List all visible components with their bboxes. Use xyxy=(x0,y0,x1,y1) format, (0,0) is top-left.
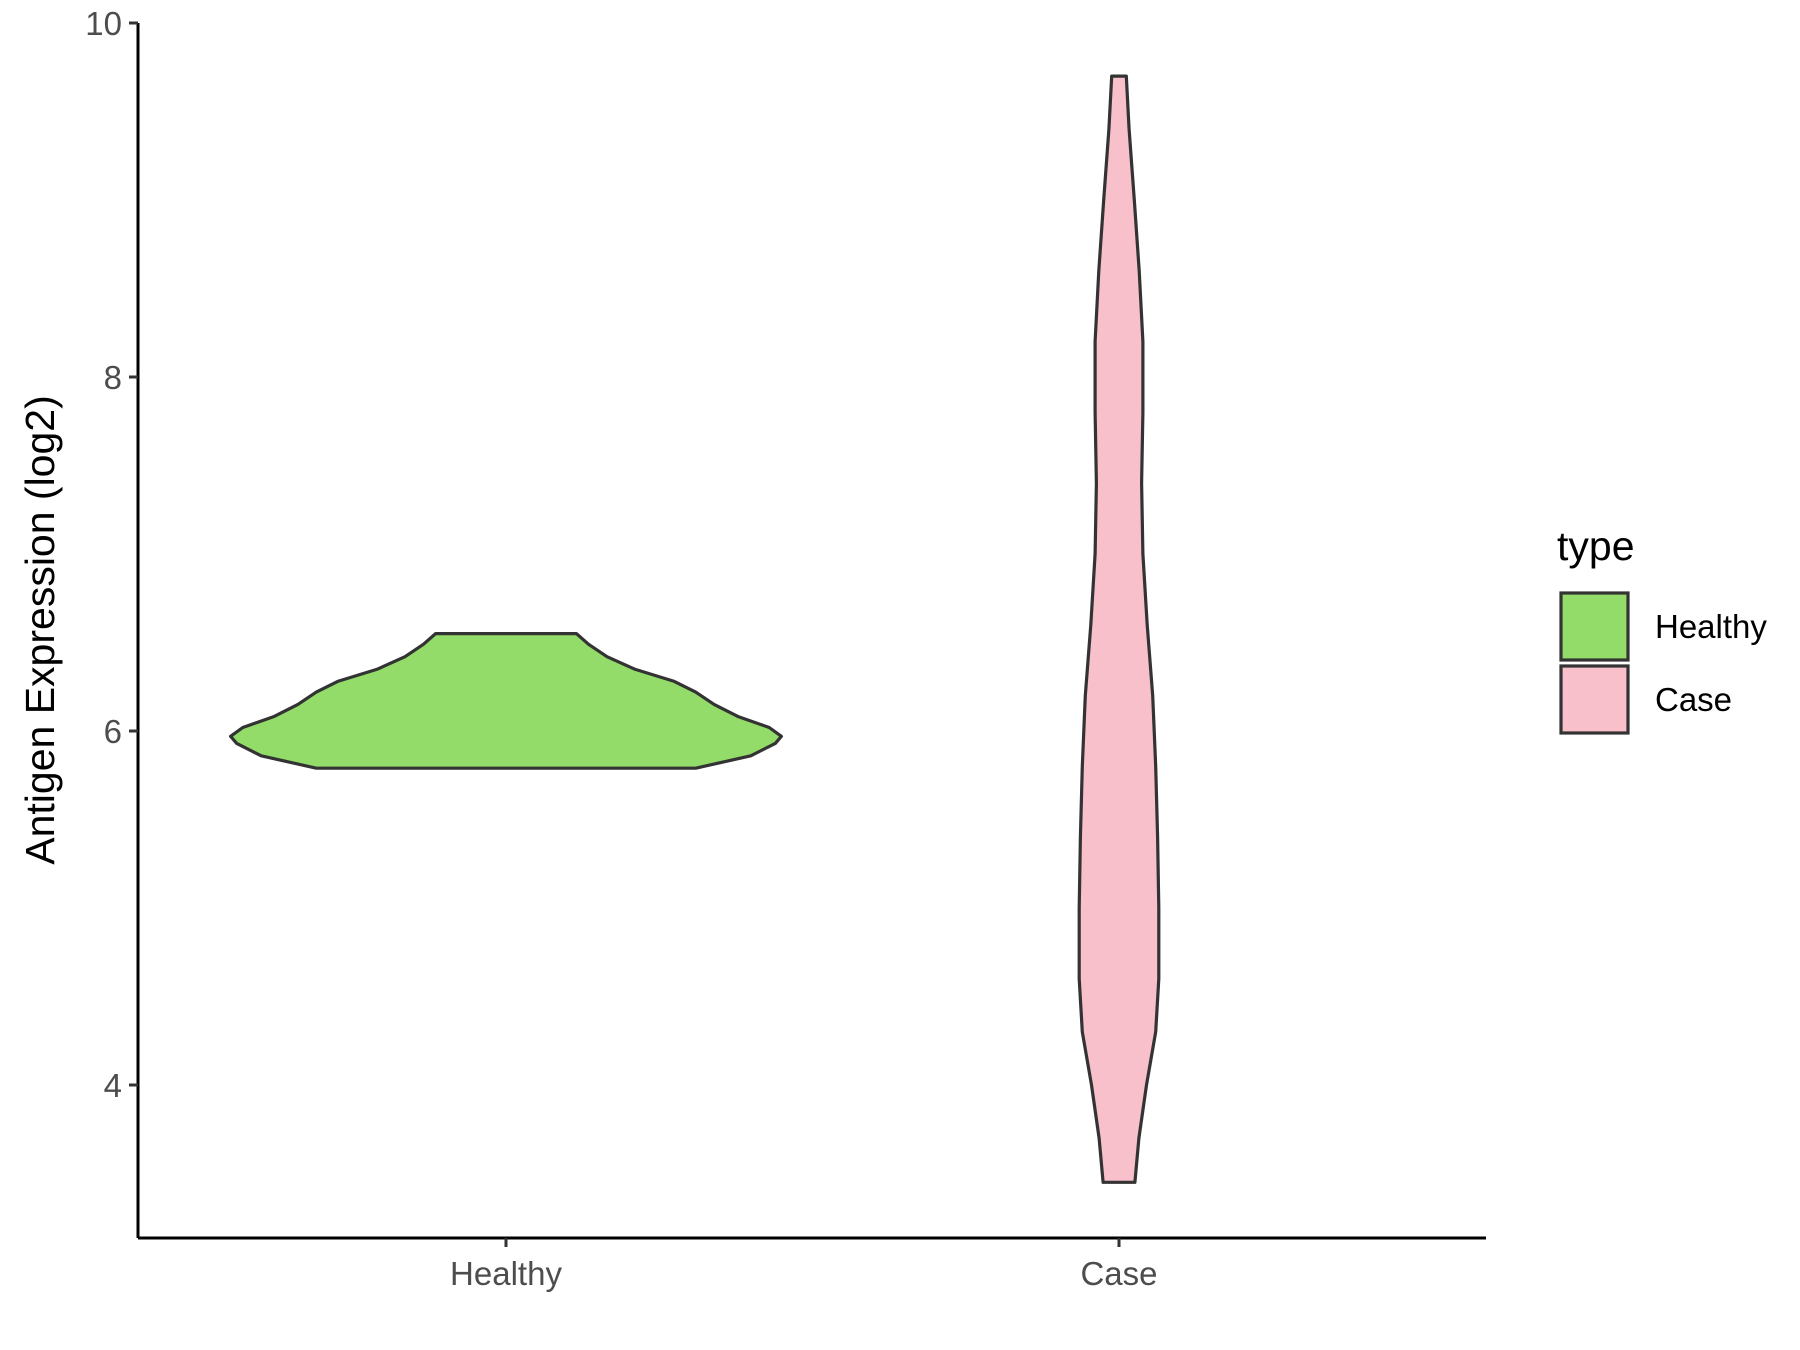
violin-healthy xyxy=(229,632,783,770)
legend-label-case: Case xyxy=(1655,681,1732,718)
x-axis-ticks: Healthy Case xyxy=(450,1238,1158,1292)
y-tick-label: 10 xyxy=(85,5,122,42)
y-tick-label: 6 xyxy=(104,713,122,750)
y-axis-ticks: 4 6 8 10 xyxy=(85,5,138,1104)
y-axis-title: Antigen Expression (log2) xyxy=(17,395,63,864)
plot-area: 4 6 8 10 Healthy Case xyxy=(85,5,1486,1292)
legend-key-case xyxy=(1559,664,1630,735)
x-tick-label: Healthy xyxy=(450,1255,562,1292)
legend-key-healthy xyxy=(1559,591,1630,662)
violin-case xyxy=(1077,74,1161,1184)
x-tick-label: Case xyxy=(1080,1255,1157,1292)
violins-layer xyxy=(229,74,1161,1184)
y-tick-label: 8 xyxy=(104,359,122,396)
legend-label-healthy: Healthy xyxy=(1655,608,1767,645)
y-tick-label: 4 xyxy=(104,1067,122,1104)
legend-entries: Healthy Case xyxy=(1559,591,1767,735)
legend-title: type xyxy=(1557,523,1635,569)
legend: type Healthy Case xyxy=(1557,523,1767,735)
